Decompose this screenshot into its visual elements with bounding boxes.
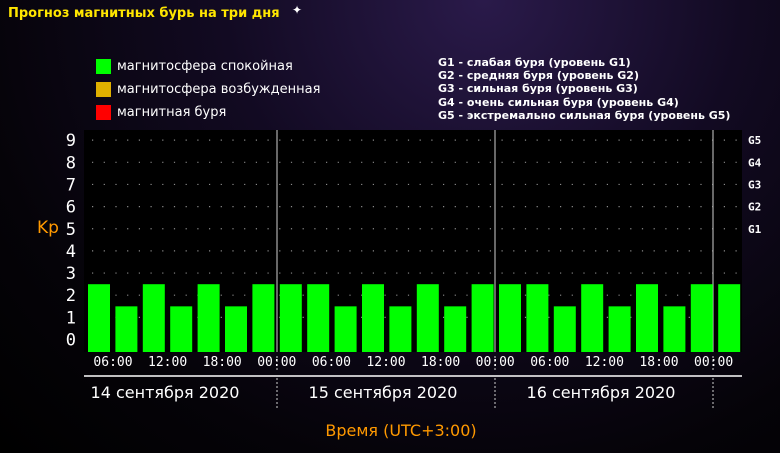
star-icon: ✦ xyxy=(292,3,303,17)
legend-item-excited: магнитосфера возбужденная xyxy=(96,78,320,101)
y-tick-label: 5 xyxy=(66,220,76,240)
g-level-tick-label: G4 xyxy=(748,156,762,169)
glegend-g2: G2 - средняя буря (уровень G2) xyxy=(438,69,639,83)
bars xyxy=(88,284,741,352)
x-tick-label: 00:00 xyxy=(694,355,733,370)
g-level-tick-label: G1 xyxy=(748,223,762,236)
x-tick-label: 00:00 xyxy=(476,355,515,370)
bar xyxy=(553,306,576,352)
glegend-g1: G1 - слабая буря (уровень G1) xyxy=(438,56,631,69)
legend-label-storm: магнитная буря xyxy=(117,105,227,120)
bar xyxy=(225,306,247,352)
bar xyxy=(636,284,658,352)
y-tick-label: 1 xyxy=(66,308,76,328)
g-level-tick-label: G5 xyxy=(748,134,761,147)
y-tick-label: 7 xyxy=(66,175,76,195)
day-label: 15 сентября 2020 xyxy=(309,383,458,402)
x-tick-label: 18:00 xyxy=(421,355,460,370)
day-dividers xyxy=(84,130,742,410)
g-level-tick-label: G2 xyxy=(748,201,761,214)
legend-swatch-calm xyxy=(96,59,111,74)
legend-swatch-excited xyxy=(96,82,111,97)
y-tick-label: 9 xyxy=(66,131,76,151)
glegend-g3: G3 - сильная буря (уровень G3) xyxy=(438,82,638,96)
day-label: 14 сентября 2020 xyxy=(91,383,240,402)
bar xyxy=(88,284,110,352)
bar xyxy=(663,306,686,352)
x-tick-label: 06:00 xyxy=(312,355,351,370)
bar xyxy=(279,284,302,352)
glegend-g4: G4 - очень сильная буря (уровень G4) xyxy=(438,95,679,109)
bar xyxy=(197,284,220,352)
bar xyxy=(362,284,384,352)
y-axis-label: Kp xyxy=(37,218,59,238)
g-level-tick-label: G3 xyxy=(748,178,761,191)
x-tick-label: 00:00 xyxy=(257,355,296,370)
glegend-g5: G5 - экстремально сильная буря (уровень … xyxy=(438,108,731,122)
y-tick-label: 6 xyxy=(66,198,76,218)
bar xyxy=(581,284,604,352)
legend-item-calm: магнитосфера спокойная xyxy=(96,55,320,78)
bar xyxy=(307,284,330,352)
status-legend: магнитосфера спокойная магнитосфера возб… xyxy=(96,55,320,124)
bar xyxy=(170,306,193,352)
x-axis-ticks: 06:00 12:00 18:00 00:00 06:00 12:00 18:00 00:00… xyxy=(93,355,733,370)
x-tick-label: 12:00 xyxy=(366,355,405,370)
y-tick-label: 3 xyxy=(66,264,76,284)
bar xyxy=(690,284,713,352)
legend-label-calm: магнитосфера спокойная xyxy=(117,59,293,74)
plot-area xyxy=(84,130,742,352)
y-tick-label: 0 xyxy=(66,331,76,351)
day-label: 16 сентября 2020 xyxy=(527,383,676,402)
x-tick-label: 18:00 xyxy=(203,355,242,370)
storm-level-legend: G1 - слабая буря (уровень G1) G2 - средн… xyxy=(438,56,730,122)
x-axis-label: Время (UTC+3:00) xyxy=(325,421,476,440)
legend-label-excited: магнитосфера возбужденная xyxy=(117,82,321,97)
g-level-ticks: G1 G2 G3 G4 G5 xyxy=(748,134,762,236)
y-tick-label: 4 xyxy=(66,242,76,262)
bar xyxy=(526,284,549,352)
bar xyxy=(389,306,412,352)
legend-item-storm: магнитная буря xyxy=(96,101,320,124)
bar xyxy=(334,306,357,352)
x-tick-label: 12:00 xyxy=(585,355,624,370)
x-tick-label: 06:00 xyxy=(530,355,569,370)
x-tick-label: 12:00 xyxy=(148,355,187,370)
page-title: Прогноз магнитных бурь на три дня xyxy=(8,6,280,21)
y-tick-label: 2 xyxy=(66,286,76,306)
bar xyxy=(499,284,521,352)
day-labels: 14 сентября 2020 15 сентября 2020 16 сентя… xyxy=(91,383,676,402)
bar xyxy=(115,306,138,352)
x-tick-label: 18:00 xyxy=(639,355,678,370)
y-tick-label: 8 xyxy=(66,153,76,173)
bar xyxy=(471,284,494,352)
bar xyxy=(142,284,165,352)
bar xyxy=(718,284,741,352)
bar xyxy=(416,284,439,352)
x-tick-label: 06:00 xyxy=(93,355,132,370)
legend-swatch-storm xyxy=(96,105,111,120)
bar xyxy=(252,284,275,352)
bar xyxy=(608,306,631,352)
bar xyxy=(444,306,467,352)
